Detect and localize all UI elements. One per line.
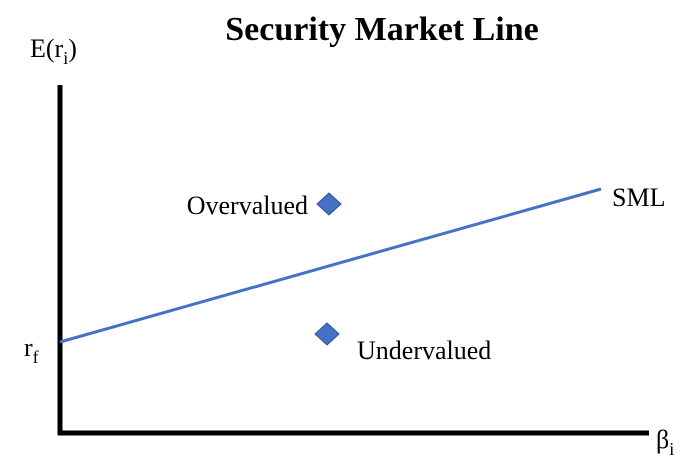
y-axis-label-subscript: i [63, 48, 68, 68]
x-axis-label: βi [656, 425, 674, 459]
y-axis-label-base: E(r [30, 34, 64, 63]
sml-line [59, 187, 602, 344]
point-label: Undervalued [357, 336, 491, 365]
intercept-label-subscript: f [33, 347, 39, 367]
y-axis-label: E(ri) [30, 34, 77, 68]
sml-label: SML [612, 183, 665, 212]
title: Security Market Line [225, 11, 539, 48]
intercept-label: rf [24, 333, 39, 367]
x-axis-label-base: β [656, 425, 669, 454]
x-axis-label-subscript: i [669, 439, 674, 459]
overvalued-point [316, 192, 342, 216]
undervalued-point [314, 322, 340, 346]
point-label: Overvalued [187, 191, 308, 220]
y-axis-label-suffix: ) [68, 34, 77, 63]
intercept-label-base: r [24, 333, 33, 362]
